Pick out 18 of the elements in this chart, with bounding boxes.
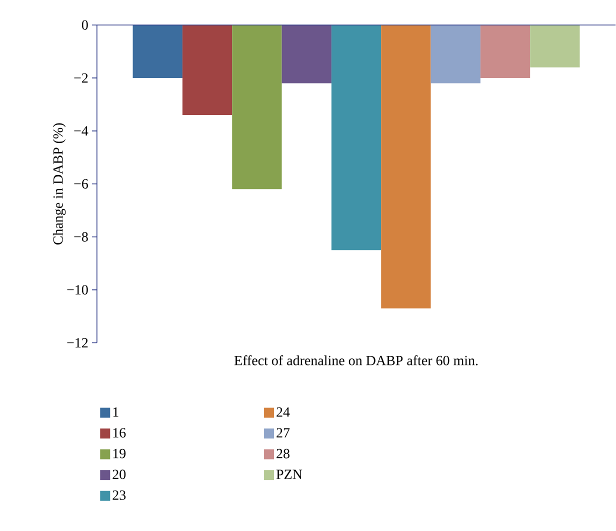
y-tick-label: 0 bbox=[82, 20, 88, 30]
y-axis-title: Change in DABP (%) bbox=[52, 123, 66, 245]
legend-label: 1 bbox=[113, 408, 118, 417]
legend-label: 16 bbox=[113, 428, 126, 438]
legend-label: 24 bbox=[276, 408, 290, 417]
x-tick-label: Effect of adrenaline on DABP after 60 min. bbox=[234, 355, 478, 366]
y-tick-label: −12 bbox=[67, 338, 88, 348]
legend-label: 20 bbox=[112, 470, 126, 480]
legend-label: 19 bbox=[113, 449, 126, 458]
y-tick-label: −8 bbox=[74, 232, 88, 242]
legend-label: 23 bbox=[112, 490, 126, 500]
y-tick-label: −2 bbox=[74, 73, 88, 83]
y-tick-label: −10 bbox=[67, 285, 88, 295]
legend-label: PZN bbox=[276, 470, 302, 480]
y-tick-label: −6 bbox=[74, 179, 88, 189]
y-tick-label: −4 bbox=[74, 126, 88, 136]
legend-label: 28 bbox=[276, 449, 290, 458]
legend-label: 27 bbox=[276, 428, 290, 438]
